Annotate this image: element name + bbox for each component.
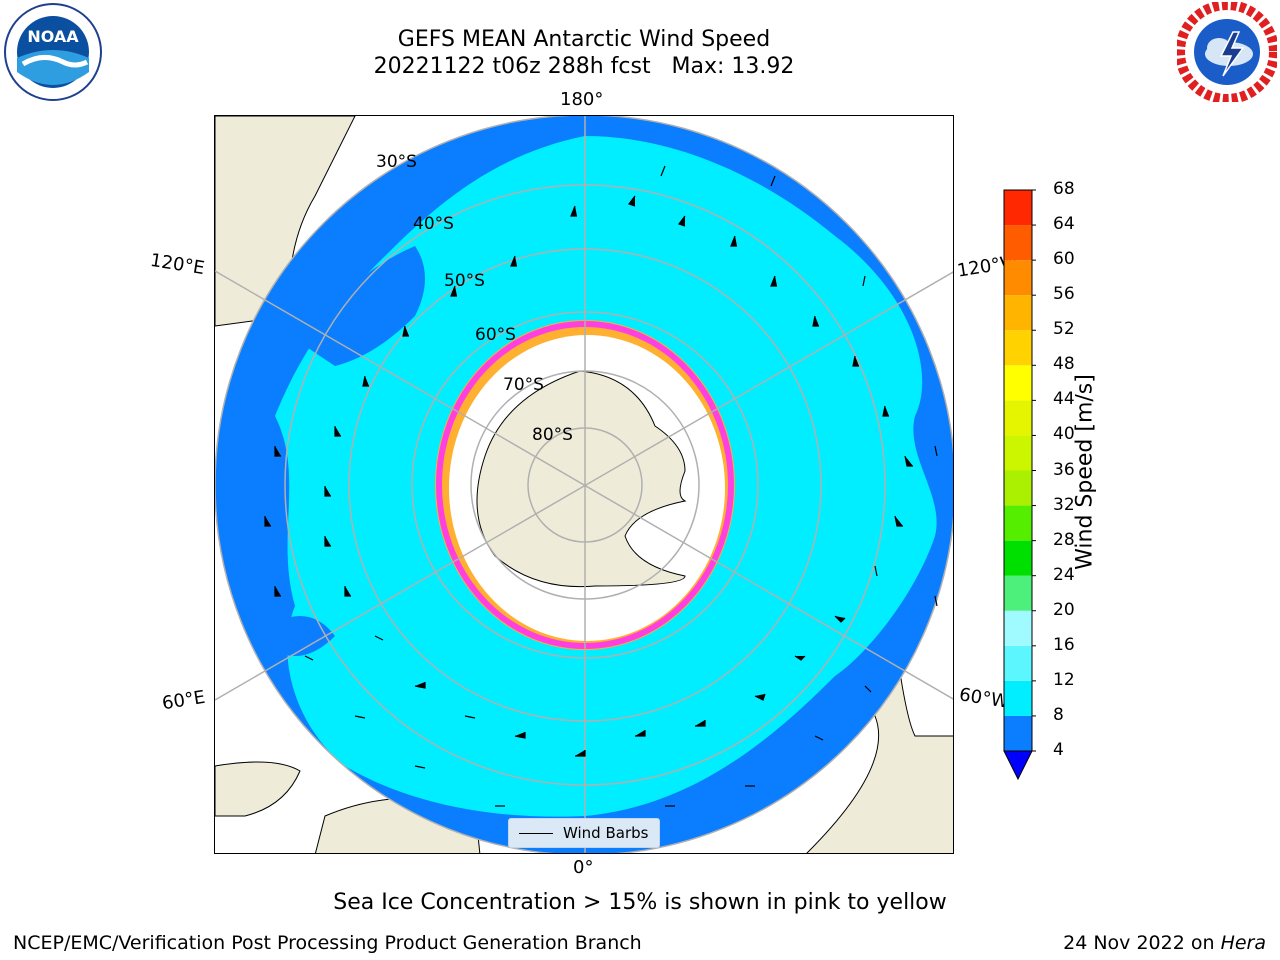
lat-label-70s: 70°S: [503, 375, 544, 395]
colorbar-segment: [1004, 505, 1032, 541]
lat-label-50s: 50°S: [444, 271, 485, 291]
colorbar-segment: [1004, 190, 1032, 226]
footer-branch: NCEP/EMC/Verification Post Processing Pr…: [13, 932, 642, 954]
footer-host: Hera: [1220, 932, 1266, 954]
lon-label-0: 0°: [573, 857, 594, 878]
colorbar-tick-label: 48: [1053, 354, 1075, 375]
lon-label-60e: 60°E: [160, 686, 207, 715]
colorbar-segment: [1004, 400, 1032, 436]
colorbar-label: Wind Speed [m/s]: [1072, 374, 1098, 570]
colorbar-tick-label: 8: [1053, 704, 1064, 725]
colorbar-tick-label: 56: [1053, 284, 1075, 305]
sea-ice-caption: Sea Ice Concentration > 15% is shown in …: [333, 890, 947, 915]
lat-label-30s: 30°S: [376, 152, 417, 172]
colorbar-tick-label: 4: [1053, 740, 1064, 760]
colorbar-segment: [1004, 680, 1032, 716]
footer-date-text: 24 Nov 2022 on: [1063, 932, 1221, 954]
colorbar-segment: [1004, 645, 1032, 681]
colorbar-segment: [1004, 365, 1032, 401]
colorbar-tick-label: 44: [1053, 389, 1075, 410]
colorbar-segment: [1004, 295, 1032, 331]
noaa-logo: NOAA: [3, 2, 103, 102]
colorbar-tick-label: 36: [1053, 459, 1075, 480]
colorbar-segment: [1004, 470, 1032, 506]
colorbar-tick-label: 52: [1053, 319, 1075, 340]
colorbar-segment: [1004, 610, 1032, 646]
colorbar-tick-label: 64: [1053, 214, 1075, 235]
colorbar-segment: [1004, 575, 1032, 611]
chart-subtitle: 20221122 t06z 288h fcst Max: 13.92: [373, 54, 795, 79]
colorbar-segment: [1004, 260, 1032, 296]
svg-text:NOAA: NOAA: [27, 27, 79, 46]
colorbar-tick-label: 32: [1053, 494, 1075, 515]
wind-barb-legend-label: Wind Barbs: [563, 824, 649, 842]
wind-barb-legend-line: [519, 832, 553, 834]
colorbar-tick-label: 68: [1053, 179, 1075, 199]
lat-label-60s: 60°S: [475, 325, 516, 345]
colorbar-tick-label: 16: [1053, 634, 1075, 655]
colorbar-tick-label: 20: [1053, 599, 1075, 620]
graticule: [215, 116, 953, 853]
colorbar-extend-arrow: [1003, 750, 1033, 781]
antarctica-land: [476, 370, 687, 588]
lon-label-120e: 120°E: [148, 249, 207, 280]
colorbar-tick-label: 28: [1053, 529, 1075, 550]
colorbar-segment: [1004, 715, 1032, 751]
colorbar-segment: [1004, 330, 1032, 366]
map-legend: Wind Barbs: [508, 818, 660, 848]
colorbar-segment: [1004, 225, 1032, 261]
nws-logo: [1175, 0, 1279, 104]
lat-label-80s: 80°S: [532, 425, 573, 445]
map-svg: [215, 116, 953, 853]
colorbar-svg: [1003, 189, 1036, 781]
colorbar-tick-label: 60: [1053, 249, 1075, 270]
colorbar: [1000, 186, 1036, 786]
colorbar-segment: [1004, 540, 1032, 576]
footer-date: 24 Nov 2022 on Hera: [1063, 932, 1266, 954]
colorbar-segment: [1004, 435, 1032, 471]
chart-title: GEFS MEAN Antarctic Wind Speed: [397, 27, 771, 52]
lon-label-180: 180°: [560, 89, 604, 110]
colorbar-tick-label: 40: [1053, 424, 1075, 445]
polar-map: [214, 115, 954, 854]
wind-barbs: [264, 165, 938, 807]
colorbar-tick-label: 24: [1053, 564, 1075, 585]
lat-label-40s: 40°S: [413, 214, 454, 234]
colorbar-tick-label: 12: [1053, 669, 1075, 690]
